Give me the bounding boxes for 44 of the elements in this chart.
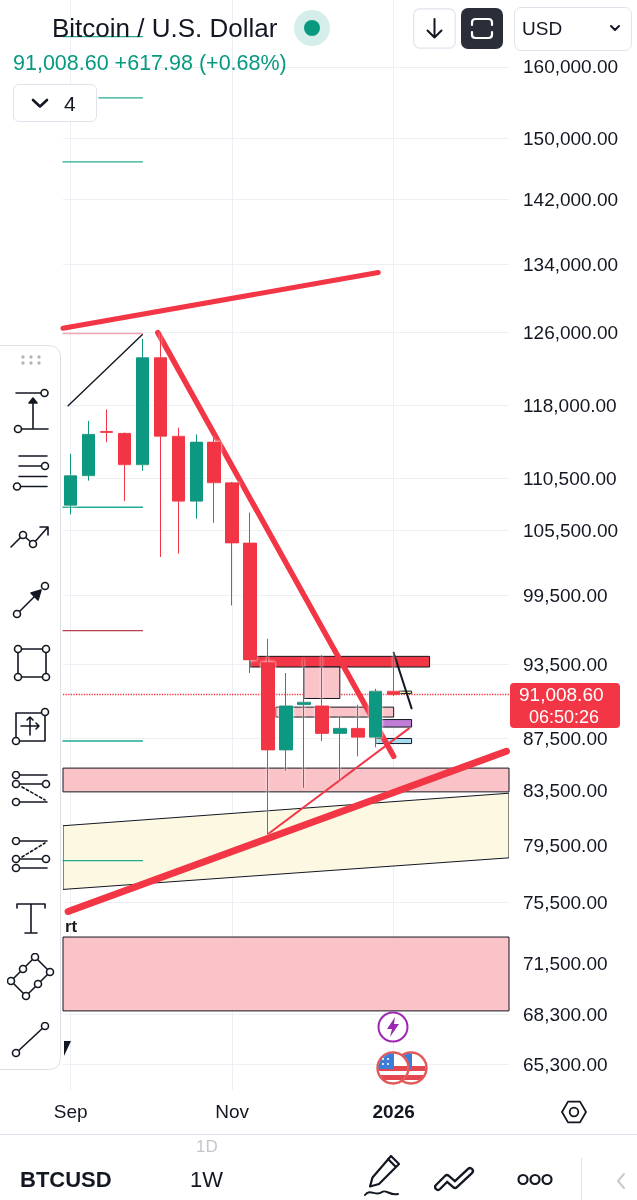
text: 1W (190, 1167, 223, 1192)
candlestick (225, 481, 239, 607)
text: Bitcoin / U.S. Dollar (52, 13, 278, 43)
annotation: rt (65, 916, 78, 936)
text: USD (522, 17, 563, 39)
y-tick-label: 134,000.00 (523, 253, 619, 275)
y-tick-label: 75,500.00 (523, 892, 608, 914)
candlestick (136, 338, 149, 472)
candlestick (297, 658, 311, 789)
candlestick (64, 453, 77, 516)
y-tick-label: 99,500.00 (523, 584, 608, 606)
y-tick-label: 87,500.00 (523, 727, 608, 749)
text: 91,008.60 +617.98 (+0.68%) (13, 51, 287, 76)
y-tick-label: 93,500.00 (523, 654, 608, 676)
text: 1D (196, 1136, 218, 1156)
y-tick-label: 118,000.00 (523, 395, 617, 417)
y-tick-label: 83,500.00 (523, 780, 608, 802)
candlestick (333, 715, 347, 781)
price-tag: 91,008.60 06:50:26 (510, 682, 620, 728)
candlestick (369, 688, 382, 748)
candlestick (172, 427, 185, 555)
x-tick-label: 2026 (372, 1101, 415, 1122)
candlestick (279, 672, 293, 772)
x-tick-label: Nov (215, 1101, 250, 1122)
candlestick (82, 420, 95, 482)
y-tick-label: 105,500.00 (523, 519, 619, 541)
y-tick-label: 71,500.00 (523, 952, 608, 974)
y-tick-label: 150,000.00 (523, 128, 619, 150)
candlestick (351, 704, 365, 757)
y-tick-label: 160,000.00 (523, 56, 619, 78)
y-tick-label: 65,300.00 (523, 1053, 608, 1075)
y-tick-label: 68,300.00 (523, 1003, 608, 1025)
y-tick-label: 126,000.00 (523, 322, 619, 344)
y-tick-label: 142,000.00 (523, 189, 619, 211)
y-tick-label: 110,500.00 (523, 468, 617, 490)
y-tick-label: 79,500.00 (523, 834, 608, 856)
annotation: 4 (64, 91, 76, 115)
candlestick (190, 433, 203, 520)
ref-line-label: 91,008.60 (519, 684, 604, 706)
x-tick-label: Sep (53, 1101, 88, 1122)
candlestick (207, 436, 221, 524)
candlestick (100, 408, 113, 443)
text: BTCUSD (20, 1167, 112, 1192)
candlestick (118, 431, 131, 502)
